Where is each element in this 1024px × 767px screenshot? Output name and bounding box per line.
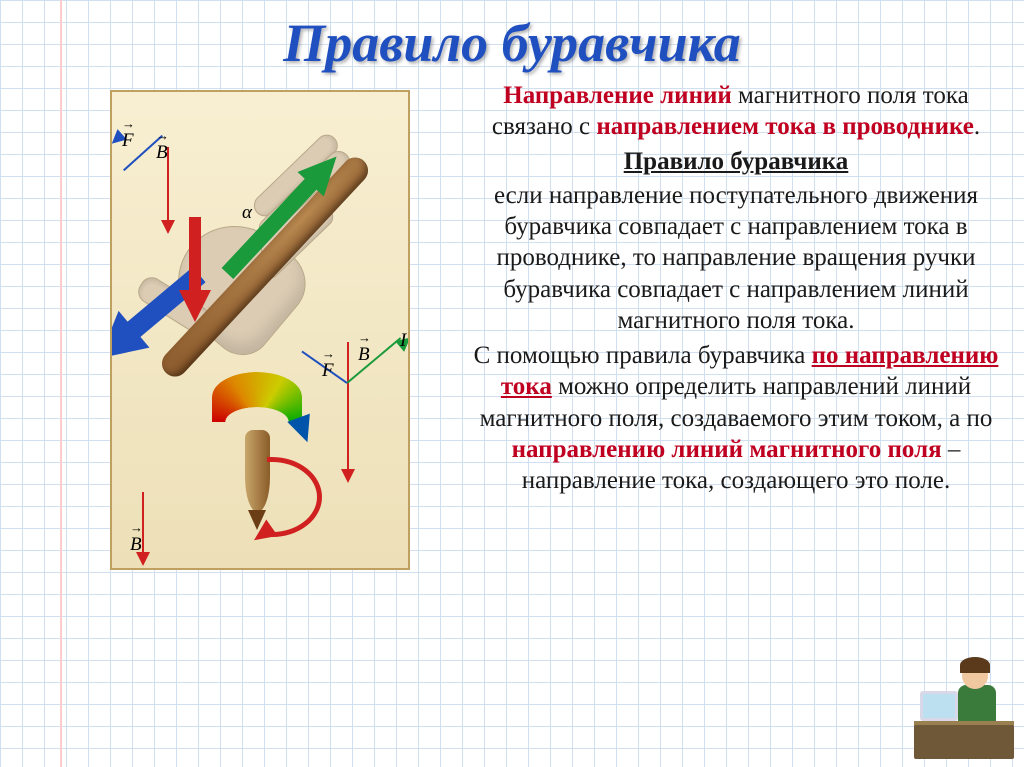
intro-text-2: . <box>974 113 980 140</box>
desk <box>914 725 1014 759</box>
expl-t1: С помощью правила буравчика <box>474 342 812 369</box>
student-body <box>958 685 996 723</box>
page-title: Правило буравчика <box>0 0 1024 80</box>
figure: F B α F B I B <box>110 90 410 570</box>
text-column: Направление линий магнитного поля тока с… <box>460 80 1004 570</box>
expl-t3: можно определить направлений линий магни… <box>480 373 993 431</box>
title-text: Правило буравчика <box>283 13 740 73</box>
red-arrow-down <box>184 217 206 322</box>
content-area: F B α F B I B Направление линий магнитно… <box>0 80 1024 580</box>
intro-emph-1: Направление линий <box>503 82 732 109</box>
vec-B-lower-head <box>341 469 355 483</box>
student-screen <box>920 691 958 721</box>
subtitle: Правило буравчика <box>468 146 1004 177</box>
rotation-curve <box>267 457 322 537</box>
rule-paragraph: если направление поступательного движени… <box>468 180 1004 336</box>
label-I: I <box>400 330 406 352</box>
student-hair <box>960 657 990 673</box>
vec-B-lower <box>347 342 349 472</box>
label-B2: B <box>358 344 370 366</box>
figure-column: F B α F B I B <box>80 80 460 570</box>
student-icon <box>914 654 1014 759</box>
label-B3: B <box>130 534 142 556</box>
intro-paragraph: Направление линий магнитного поля тока с… <box>468 80 1004 143</box>
explanation-paragraph: С помощью правила буравчика по направлен… <box>468 340 1004 496</box>
rainbow-arc <box>212 372 302 422</box>
intro-emph-2: направлением тока в проводнике <box>596 113 973 140</box>
label-F2: F <box>322 360 334 382</box>
expl-emph-2: направлению линий магнитного поля <box>512 436 942 463</box>
label-F1: F <box>122 130 134 152</box>
